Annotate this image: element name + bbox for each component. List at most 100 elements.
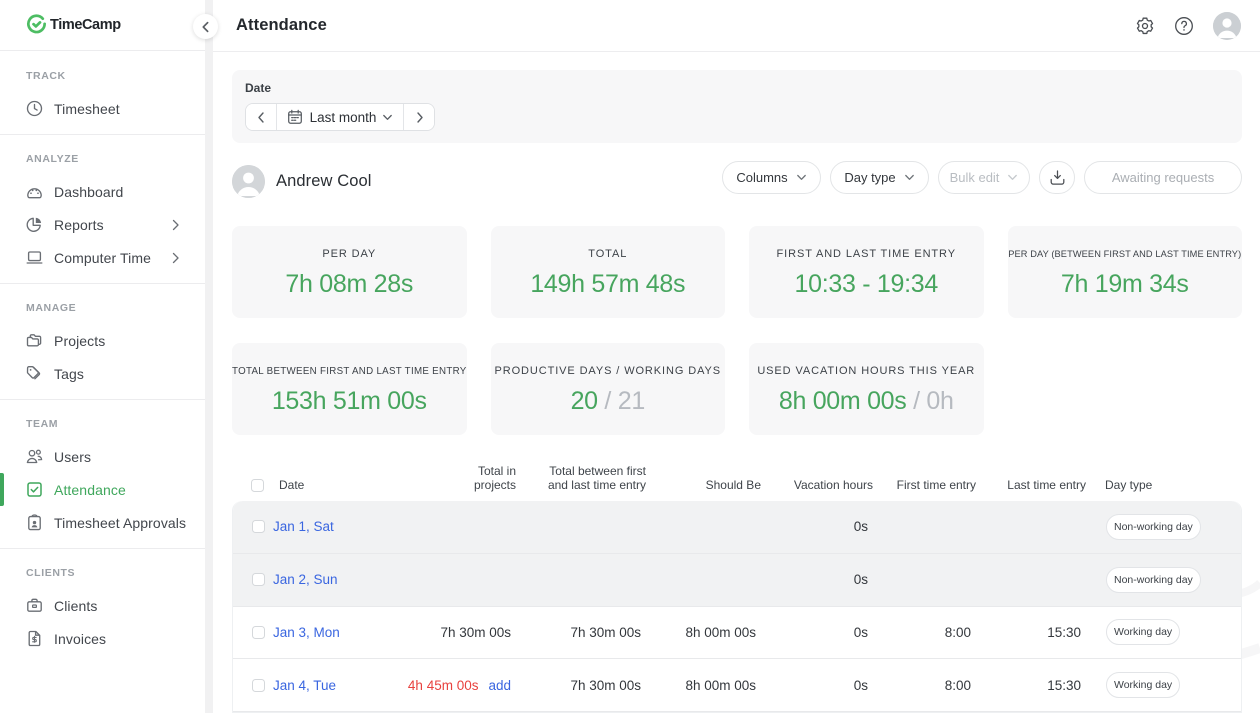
column-header-vacation-hours[interactable]: Vacation hours bbox=[793, 477, 873, 492]
stat-value-muted: / 0h bbox=[906, 387, 954, 415]
approvals-icon bbox=[28, 514, 41, 531]
date-link[interactable]: Jan 3, Mon bbox=[273, 624, 340, 640]
nav-divider bbox=[0, 282, 205, 284]
cell-day-type: Non-working day bbox=[1097, 513, 1241, 540]
sidebar-collapse-button[interactable] bbox=[193, 14, 218, 39]
next-period-button[interactable] bbox=[404, 104, 434, 130]
sidebar-item-timesheet[interactable]: Timesheet bbox=[0, 92, 205, 125]
stat-label: PRODUCTIVE DAYS / WORKING DAYS bbox=[494, 365, 721, 377]
sidebar-item-attendance[interactable]: Attendance bbox=[0, 473, 205, 506]
day-type-button[interactable]: Day type bbox=[830, 161, 929, 194]
user-avatar[interactable] bbox=[1213, 11, 1241, 40]
clock-icon bbox=[26, 100, 43, 117]
sidebar-item-projects[interactable]: Projects bbox=[0, 324, 205, 357]
stat-card: FIRST AND LAST TIME ENTRY 10:33 - 19:34 bbox=[749, 226, 984, 318]
sidebar-item-dashboard[interactable]: Dashboard bbox=[0, 175, 205, 208]
settings-button[interactable] bbox=[1135, 16, 1155, 36]
column-header-total-in-projects[interactable]: Total in projects bbox=[473, 464, 516, 492]
column-header-day-type[interactable]: Day type bbox=[1105, 477, 1153, 492]
calendar-icon bbox=[287, 109, 302, 124]
day-type-badge[interactable]: Working day bbox=[1106, 619, 1181, 646]
date-range-control: Last month bbox=[245, 103, 435, 131]
content: Date Last month bbox=[213, 70, 1260, 713]
day-type-badge[interactable]: Non-working day bbox=[1106, 566, 1201, 593]
date-link[interactable]: Jan 1, Sat bbox=[273, 519, 334, 535]
cell-day-type: Working day bbox=[1097, 672, 1241, 699]
projects-icon bbox=[26, 334, 42, 347]
stat-label: FIRST AND LAST TIME ENTRY bbox=[776, 248, 956, 260]
column-header-first-time-entry[interactable]: First time entry bbox=[896, 477, 976, 492]
help-button[interactable] bbox=[1174, 16, 1194, 36]
date-link[interactable]: Jan 4, Tue bbox=[273, 677, 337, 693]
table-row: Jan 2, Sun 0s Non-working day bbox=[233, 553, 1241, 607]
chevron-down-icon bbox=[904, 174, 914, 180]
row-checkbox[interactable] bbox=[252, 520, 265, 534]
sidebar-item-tags[interactable]: Tags bbox=[0, 357, 205, 390]
sidebar-item-label: Timesheet Approvals bbox=[54, 514, 187, 531]
cell-total-between: 7h 30m 00s bbox=[570, 677, 641, 693]
cell-should-be: 8h 00m 00s bbox=[685, 624, 756, 640]
cell-date: Jan 3, Mon bbox=[273, 625, 403, 640]
date-range-dropdown[interactable]: Last month bbox=[276, 104, 404, 130]
nav-divider bbox=[0, 547, 205, 549]
day-type-badge[interactable]: Non-working day bbox=[1106, 513, 1201, 540]
select-all-checkbox[interactable] bbox=[251, 479, 264, 492]
sidebar-item-timesheet-approvals[interactable]: Timesheet Approvals bbox=[0, 506, 205, 539]
employee-avatar bbox=[232, 165, 265, 198]
users-icon bbox=[26, 449, 43, 464]
user-row: Andrew Cool Columns Day type Bulk edit bbox=[232, 161, 1242, 198]
column-header-date[interactable]: Date bbox=[279, 477, 305, 492]
row-checkbox[interactable] bbox=[252, 678, 265, 692]
chevron-right-icon bbox=[172, 219, 179, 230]
cell-checkbox bbox=[233, 573, 273, 587]
page-title: Attendance bbox=[236, 16, 327, 34]
cell-vacation-hours: 0s bbox=[853, 572, 868, 588]
sidebar-item-invoices[interactable]: Invoices bbox=[0, 622, 205, 655]
column-header-last-time-entry[interactable]: Last time entry bbox=[1007, 477, 1086, 492]
attendance-table: Date Total in projects Total between fir… bbox=[232, 435, 1242, 713]
sidebar-item-computer-time[interactable]: Computer Time bbox=[0, 241, 205, 274]
stat-label: PER DAY (BETWEEN FIRST AND LAST TIME ENT… bbox=[1008, 249, 1242, 259]
table-row: Jan 3, Mon 7h 30m 00s 7h 30m 00s 8h 00m 00s… bbox=[233, 606, 1241, 660]
stat-card: PER DAY (BETWEEN FIRST AND LAST TIME ENT… bbox=[1007, 226, 1242, 318]
sidebar-item-users[interactable]: Users bbox=[0, 440, 205, 473]
sidebar-item-clients[interactable]: Clients bbox=[0, 589, 205, 622]
logo-text: TimeCamp bbox=[50, 17, 121, 33]
date-link[interactable]: Jan 2, Sun bbox=[273, 572, 338, 588]
add-time-link[interactable]: add bbox=[488, 677, 511, 693]
stat-value: 8h 00m 00s / 0h bbox=[778, 387, 954, 415]
awaiting-requests-label: Awaiting requests bbox=[1111, 170, 1215, 185]
row-checkbox[interactable] bbox=[252, 625, 265, 639]
date-filter-panel: Date Last month bbox=[232, 70, 1242, 143]
tags-icon bbox=[26, 366, 41, 380]
gear-icon bbox=[1136, 17, 1154, 34]
previous-period-button[interactable] bbox=[246, 104, 276, 130]
stat-card: TOTAL 149h 57m 48s bbox=[490, 226, 725, 318]
sidebar-item-label: Invoices bbox=[54, 630, 107, 647]
cell-total-in-projects: 7h 30m 00s bbox=[440, 624, 511, 640]
reports-icon bbox=[26, 217, 42, 232]
sidebar-item-label: Timesheet bbox=[54, 100, 120, 117]
sidebar-item-label: Projects bbox=[54, 332, 106, 349]
day-type-badge[interactable]: Working day bbox=[1106, 672, 1181, 699]
sidebar-nav: TRACK Timesheet ANALYZE Dashboard Reports Com… bbox=[0, 51, 205, 655]
column-header-total-between[interactable]: Total between first and last time entry bbox=[547, 464, 646, 492]
cell-vacation-hours: 0s bbox=[853, 624, 868, 640]
export-button[interactable] bbox=[1039, 161, 1075, 194]
cell-first-time-entry: 8:00 bbox=[944, 624, 971, 640]
awaiting-requests-button[interactable]: Awaiting requests bbox=[1084, 161, 1242, 194]
stat-label: PER DAY bbox=[322, 248, 377, 260]
cell-checkbox bbox=[233, 678, 273, 692]
bulk-edit-button[interactable]: Bulk edit bbox=[938, 161, 1030, 194]
cell-date: Jan 2, Sun bbox=[273, 572, 403, 587]
stat-value-muted: / 21 bbox=[597, 387, 645, 415]
nav-section-title-clients: CLIENTS bbox=[26, 566, 76, 579]
logo[interactable]: TimeCamp bbox=[0, 0, 205, 51]
columns-button[interactable]: Columns bbox=[722, 161, 821, 194]
cell-vacation-hours: 0s bbox=[853, 519, 868, 535]
column-header-should-be[interactable]: Should Be bbox=[705, 477, 761, 492]
bulk-edit-button-label: Bulk edit bbox=[949, 170, 1000, 185]
row-checkbox[interactable] bbox=[252, 573, 265, 587]
sidebar-item-reports[interactable]: Reports bbox=[0, 208, 205, 241]
stat-card: PER DAY 7h 08m 28s bbox=[232, 226, 467, 318]
